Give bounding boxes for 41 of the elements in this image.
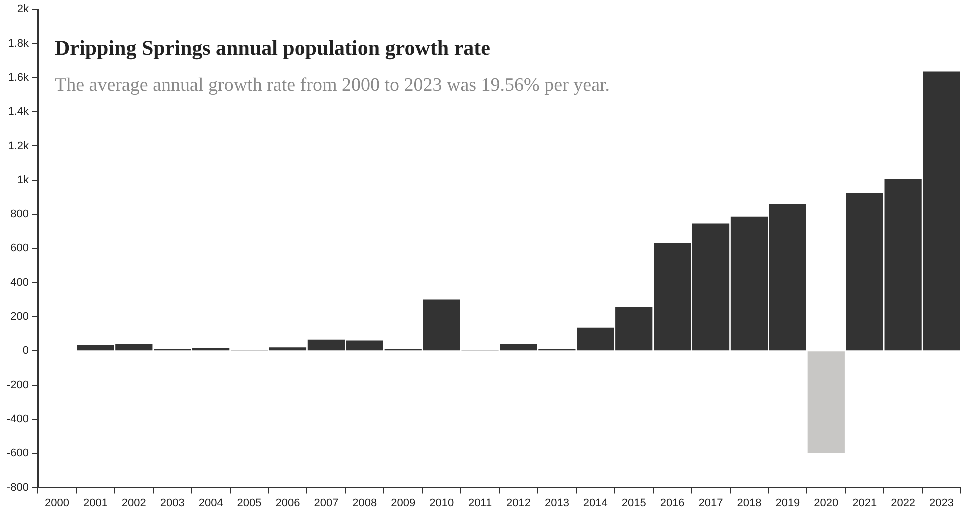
x-tick-label: 2001 (83, 497, 108, 510)
x-tick-label: 2013 (544, 497, 570, 510)
x-tick-label: 2012 (506, 497, 531, 510)
x-tick-label: 2021 (852, 497, 878, 510)
text: Dripping Springs annual population growth rate (55, 36, 490, 61)
x-tick-label: 2022 (891, 497, 916, 510)
x-tick-label: 2009 (391, 497, 416, 510)
x-tick-label: 2003 (160, 497, 185, 510)
text: The average annual growth rate from 2000 to 2023 was 19.56% per year. (55, 75, 610, 97)
y-tick-label: 1.2k (8, 140, 30, 152)
y-tick-label: 0 (22, 345, 30, 358)
x-tick-label: 2004 (198, 497, 224, 510)
y-tick-label: 200 (10, 311, 30, 324)
y-tick-label: 1.6k (8, 72, 30, 84)
y-tick-label: 1k (17, 174, 30, 186)
x-tick-label: 2020 (814, 497, 839, 510)
y-tick-label: 1.4k (8, 106, 30, 118)
y-tick-label: 1.8k (8, 38, 30, 50)
x-tick-label: 2000 (45, 497, 70, 510)
x-tick-label: 2017 (698, 497, 724, 510)
x-tick-label: 2011 (468, 497, 492, 510)
y-tick-label: 2k (17, 4, 30, 16)
x-tick-label: 2016 (660, 497, 685, 510)
x-tick-label: 2006 (276, 497, 300, 510)
x-tick-label: 2023 (930, 497, 954, 510)
x-tick-label: 2010 (430, 497, 454, 510)
x-tick-label: 2007 (314, 497, 339, 510)
x-tick-label: 2019 (776, 497, 800, 510)
y-tick-label: 600 (10, 242, 30, 255)
y-tick-label: -600 (6, 448, 30, 460)
x-tick-label: 2002 (122, 497, 146, 510)
x-tick-label: 2008 (352, 497, 378, 510)
y-tick-label: -800 (6, 482, 30, 494)
y-tick-label: 400 (10, 276, 30, 289)
y-tick-label: -400 (6, 414, 30, 426)
x-tick-label: 2015 (622, 497, 646, 510)
y-tick-label: -200 (6, 379, 30, 392)
x-tick-label: 2014 (583, 497, 608, 510)
y-tick-label: 800 (10, 208, 30, 221)
x-tick-label: 2005 (237, 497, 262, 510)
x-tick-label: 2018 (737, 497, 762, 510)
